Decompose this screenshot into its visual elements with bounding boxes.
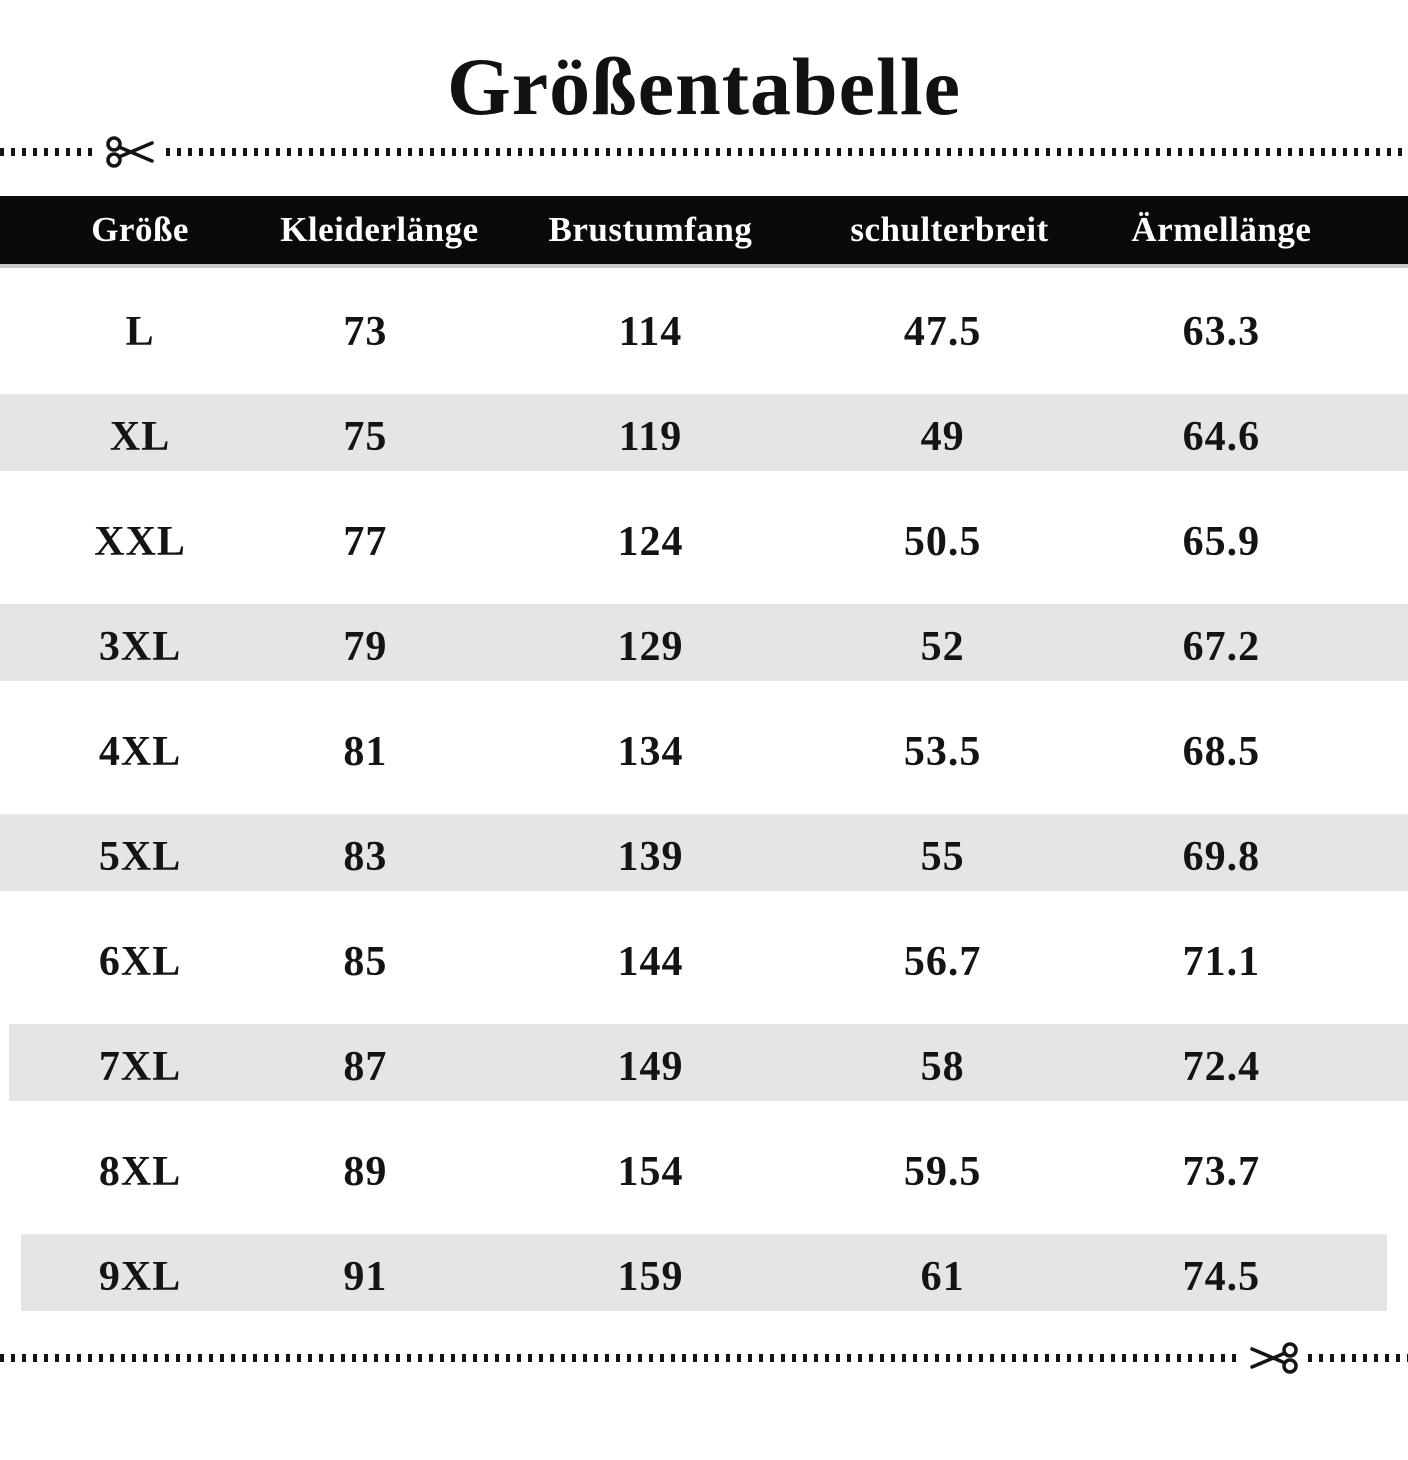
chest-cell: 124: [617, 518, 684, 565]
chest-cell: 129: [617, 623, 684, 670]
size-cell: 5XL: [98, 833, 182, 880]
page-title: Größentabelle: [446, 41, 962, 132]
table-header-row: Größe Kleiderlänge Brustumfang schulterb…: [0, 196, 1408, 268]
table-row: 8XL 89 154 59.5 73.7: [0, 1119, 1408, 1224]
chest-cell: 154: [617, 1148, 684, 1195]
shoulder-cell: 61: [920, 1253, 965, 1300]
column-header-chest: Brustumfang: [548, 210, 753, 249]
size-cell: 8XL: [98, 1148, 182, 1195]
size-cell: L: [125, 308, 155, 355]
chest-cell: 159: [617, 1253, 684, 1300]
column-header-dress-length: Kleiderlänge: [280, 210, 479, 249]
column-header-size: Größe: [91, 210, 189, 249]
length-cell: 79: [343, 623, 388, 670]
length-cell: 89: [343, 1148, 388, 1195]
chest-cell: 139: [617, 833, 684, 880]
length-cell: 87: [343, 1043, 388, 1090]
chest-cell: 149: [617, 1043, 684, 1090]
scissors-icon: [106, 136, 154, 168]
shoulder-cell: 49: [920, 413, 965, 460]
shoulder-cell: 52: [920, 623, 965, 670]
sleeve-cell: 72.4: [1182, 1043, 1261, 1090]
table-row: 4XL 81 134 53.5 68.5: [0, 699, 1408, 804]
shoulder-cell: 56.7: [903, 938, 982, 985]
chest-cell: 144: [617, 938, 684, 985]
column-header-shoulder: schulterbreit: [850, 210, 1049, 249]
table-row: 7XL 87 149 58 72.4: [0, 1014, 1408, 1119]
shoulder-cell: 58: [920, 1043, 965, 1090]
column-header-sleeve: Ärmellänge: [1131, 210, 1312, 249]
size-chart-table: Größe Kleiderlänge Brustumfang schulterb…: [0, 196, 1408, 1329]
cut-line-top: [0, 132, 1408, 172]
size-cell: 6XL: [98, 938, 182, 985]
length-cell: 81: [343, 728, 388, 775]
sleeve-cell: 67.2: [1182, 623, 1261, 670]
sleeve-cell: 74.5: [1182, 1253, 1261, 1300]
size-cell: XL: [109, 413, 171, 460]
table-row: 6XL 85 144 56.7 71.1: [0, 909, 1408, 1014]
shoulder-cell: 55: [920, 833, 965, 880]
sleeve-cell: 68.5: [1182, 728, 1261, 775]
table-row: 5XL 83 139 55 69.8: [0, 804, 1408, 909]
length-cell: 83: [343, 833, 388, 880]
table-body: L 73 114 47.5 63.3 XL 75 119 49 64.6 XXL…: [0, 279, 1408, 1329]
size-cell: 7XL: [98, 1043, 182, 1090]
shoulder-cell: 50.5: [903, 518, 982, 565]
length-cell: 75: [343, 413, 388, 460]
shoulder-cell: 59.5: [903, 1148, 982, 1195]
cut-line-bottom: [0, 1338, 1408, 1378]
table-row: 3XL 79 129 52 67.2: [0, 594, 1408, 699]
sleeve-cell: 65.9: [1182, 518, 1261, 565]
sleeve-cell: 73.7: [1182, 1148, 1261, 1195]
table-row: 9XL 91 159 61 74.5: [0, 1224, 1408, 1329]
length-cell: 77: [343, 518, 388, 565]
table-row: XL 75 119 49 64.6: [0, 384, 1408, 489]
sleeve-cell: 69.8: [1182, 833, 1261, 880]
dotted-line: [166, 148, 1408, 156]
dotted-line: [0, 1354, 1238, 1362]
dotted-line: [1308, 1354, 1408, 1362]
length-cell: 85: [343, 938, 388, 985]
size-cell: 3XL: [98, 623, 182, 670]
length-cell: 91: [343, 1253, 388, 1300]
dotted-line: [0, 148, 96, 156]
shoulder-cell: 53.5: [903, 728, 982, 775]
sleeve-cell: 71.1: [1182, 938, 1261, 985]
size-cell: XXL: [94, 518, 186, 565]
table-row: XXL 77 124 50.5 65.9: [0, 489, 1408, 594]
length-cell: 73: [343, 308, 388, 355]
table-row: L 73 114 47.5 63.3: [0, 279, 1408, 384]
shoulder-cell: 47.5: [903, 308, 982, 355]
size-cell: 9XL: [98, 1253, 182, 1300]
chest-cell: 119: [618, 413, 683, 460]
sleeve-cell: 63.3: [1182, 308, 1261, 355]
chest-cell: 114: [618, 308, 683, 355]
size-cell: 4XL: [98, 728, 182, 775]
chest-cell: 134: [617, 728, 684, 775]
scissors-icon: [1250, 1342, 1298, 1374]
sleeve-cell: 64.6: [1182, 413, 1261, 460]
